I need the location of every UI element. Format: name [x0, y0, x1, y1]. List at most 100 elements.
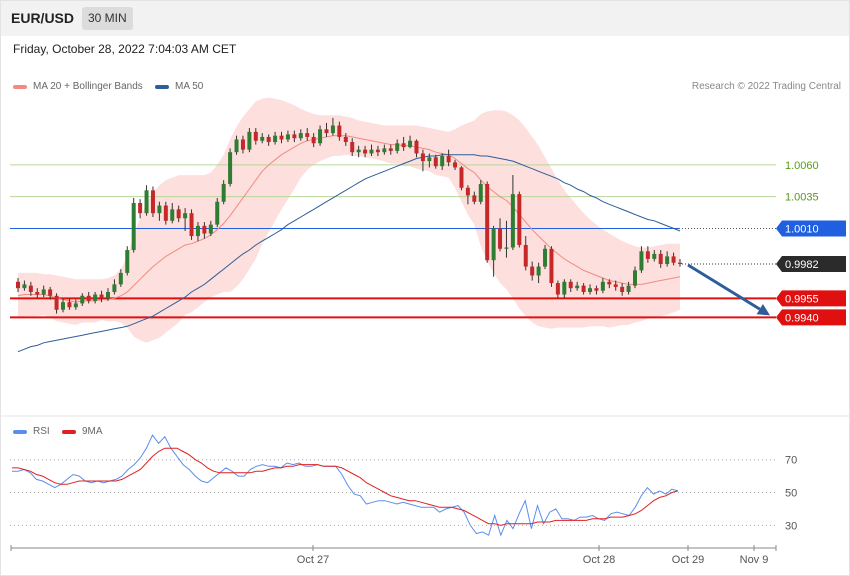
candle-body [633, 270, 638, 286]
candle [54, 293, 59, 314]
candle-body [613, 284, 618, 287]
candle [131, 197, 136, 253]
candles-layer [16, 117, 682, 314]
candle-body [555, 283, 560, 295]
candle-body [504, 247, 509, 249]
candle [337, 121, 342, 141]
candle-body [523, 244, 528, 267]
candle-body [189, 213, 194, 237]
candle-body [594, 288, 599, 291]
credit-text: Research © 2022 Trading Central [691, 81, 841, 92]
candle [446, 149, 451, 167]
candle [228, 148, 233, 187]
candle-body [568, 281, 573, 289]
candle-body [247, 131, 252, 150]
level-label: 1.0060 [785, 160, 819, 172]
candle-body [324, 129, 329, 134]
rsi-tick-label: 30 [785, 520, 797, 532]
candle [504, 220, 509, 258]
candle-body [99, 294, 104, 299]
candle [543, 244, 548, 270]
candle-body [93, 294, 98, 301]
candle-body [215, 201, 220, 225]
legend-ma50: MA 50 [155, 81, 203, 92]
candle [350, 138, 355, 156]
legend-swatch [13, 84, 27, 89]
candle [93, 291, 98, 304]
candle [221, 180, 226, 205]
candle [80, 293, 85, 306]
legend-rsi: RSI [13, 426, 50, 437]
candle [16, 278, 20, 292]
candle [285, 130, 290, 143]
candle-body [382, 148, 387, 153]
candle-body [350, 142, 355, 153]
candle-body [575, 285, 580, 289]
candle-body [163, 205, 168, 221]
level-tag-text: 0.9955 [785, 293, 819, 305]
candle-body [446, 156, 451, 163]
rsi-9ma-line [12, 447, 679, 526]
x-tick-label: Nov 9 [740, 554, 769, 566]
candle [28, 281, 33, 296]
timeframe-badge[interactable]: 30 MIN [82, 7, 133, 30]
candle-body [626, 285, 631, 292]
candle [465, 185, 470, 205]
candle [536, 262, 541, 284]
bollinger-band-layer [18, 97, 680, 343]
candle-body [562, 281, 567, 295]
candle [48, 286, 53, 300]
candle [581, 283, 586, 295]
legend-label: 9MA [82, 426, 103, 437]
level-tag: 0.9955 [776, 290, 846, 307]
legend-label: MA 50 [175, 81, 204, 92]
ma20-line [17, 135, 681, 303]
candle-body [375, 149, 380, 153]
candle-body [420, 153, 425, 162]
candle-body [401, 143, 406, 148]
candle [183, 208, 188, 231]
candle-body [363, 149, 368, 154]
candle-body [234, 139, 239, 153]
candle-body [588, 288, 593, 292]
candle-body [131, 203, 136, 251]
candle [318, 125, 323, 146]
candle-body [73, 303, 78, 308]
candle [215, 197, 220, 228]
level-tag-text: 0.9940 [785, 312, 819, 324]
candle [112, 279, 117, 295]
candle-body [202, 225, 207, 234]
level-tags-layer: 1.0060 1.0035 1.0010 0.9982 0.9955 0.9940 [776, 160, 846, 326]
candle [375, 145, 380, 156]
candle [658, 250, 663, 268]
candle [478, 180, 483, 205]
legend-swatch [13, 429, 27, 434]
legend-9ma: 9MA [62, 426, 103, 437]
candle-body [343, 136, 348, 143]
candle [311, 133, 316, 148]
candle [568, 279, 573, 292]
rsi-tick-label: 70 [785, 455, 797, 467]
candle [633, 266, 638, 289]
candle [330, 117, 335, 136]
candle [298, 129, 303, 141]
candle-body [498, 228, 503, 249]
candle-body [433, 157, 438, 167]
level-tag-shape [776, 290, 846, 307]
candle-body [183, 213, 188, 219]
candle-body [414, 140, 419, 154]
candle [498, 218, 503, 252]
level-tag: 0.9940 [776, 309, 846, 326]
candle [575, 281, 580, 291]
candle [195, 222, 200, 242]
candle-body [453, 162, 458, 168]
candle [176, 205, 181, 223]
candle [594, 285, 599, 295]
candle-body [48, 289, 53, 296]
level-label: 1.0035 [785, 192, 819, 204]
candle-body [356, 149, 361, 153]
candle [138, 199, 143, 219]
legend-swatch [62, 429, 76, 434]
candle-body [607, 281, 612, 285]
